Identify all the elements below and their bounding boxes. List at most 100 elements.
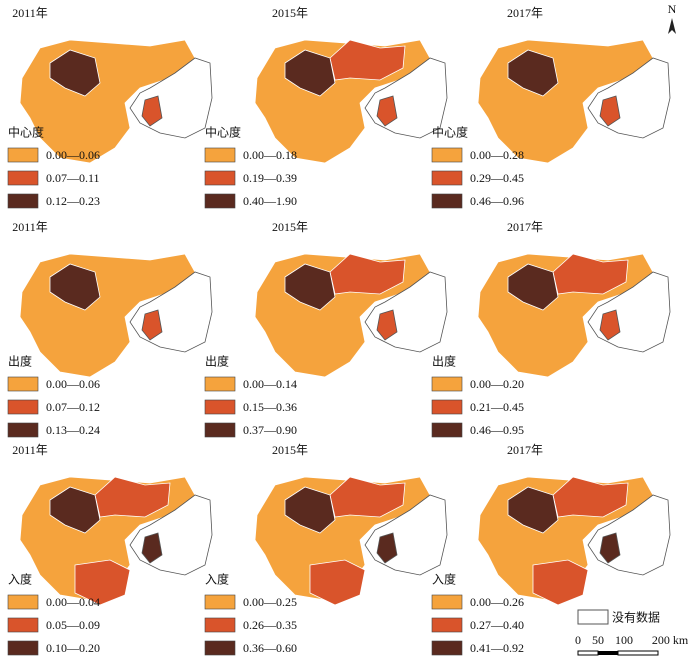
- legend-swatch: [7, 422, 39, 438]
- panel-year: 2011年: [12, 443, 48, 457]
- legend-title: 中心度: [205, 125, 241, 140]
- legend-label: 0.07—0.11: [46, 171, 100, 185]
- region-area: [329, 476, 406, 518]
- legend-swatch: [204, 594, 236, 610]
- region-area: [552, 253, 629, 295]
- no-data-label: 没有数据: [612, 610, 660, 625]
- region-area: [532, 559, 589, 606]
- legend-swatch: [431, 422, 463, 438]
- legend-label: 0.00—0.28: [470, 148, 524, 162]
- legend-label: 0.00—0.06: [46, 377, 100, 391]
- region-area: [376, 532, 398, 564]
- region-area: [507, 263, 559, 311]
- region-area: [507, 486, 559, 534]
- legend-swatch: [7, 399, 39, 415]
- legend-label: 0.29—0.45: [470, 171, 524, 185]
- scale-label: 50: [592, 633, 604, 647]
- legend-swatch: [7, 594, 39, 610]
- legend-title: 入度: [432, 572, 456, 587]
- panel-year: 2011年: [12, 220, 48, 234]
- legend-swatch: [204, 376, 236, 392]
- region-area: [94, 476, 171, 518]
- legend-label: 0.12—0.23: [46, 194, 100, 208]
- legend-swatch: [204, 170, 236, 186]
- legend-swatch: [7, 640, 39, 656]
- legend-title: 入度: [205, 572, 229, 587]
- legend-label: 0.41—0.92: [470, 641, 524, 655]
- legend-label: 0.26—0.35: [243, 618, 297, 632]
- region-area: [141, 95, 163, 127]
- legend-title: 出度: [432, 354, 456, 369]
- legend-label: 0.00—0.20: [470, 377, 524, 391]
- panel-year: 2017年: [507, 6, 543, 20]
- legend-label: 0.36—0.60: [243, 641, 297, 655]
- legend-label: 0.46—0.95: [470, 423, 524, 437]
- panel-year: 2011年: [12, 6, 48, 20]
- no-data-swatch: [577, 609, 609, 625]
- legend-swatch: [204, 640, 236, 656]
- legend-swatch: [204, 193, 236, 209]
- region-area: [376, 309, 398, 341]
- legend-swatch: [431, 170, 463, 186]
- legend-label: 0.00—0.25: [243, 595, 297, 609]
- legend-label: 0.00—0.26: [470, 595, 524, 609]
- legend-swatch: [7, 193, 39, 209]
- legend-label: 0.27—0.40: [470, 618, 524, 632]
- panel-year: 2015年: [272, 220, 308, 234]
- legend-swatch: [431, 640, 463, 656]
- legend-label: 0.00—0.14: [243, 377, 297, 391]
- legend-label: 0.00—0.06: [46, 148, 100, 162]
- panel-year: 2015年: [272, 443, 308, 457]
- legend-label: 0.37—0.90: [243, 423, 297, 437]
- legend-label: 0.07—0.12: [46, 400, 100, 414]
- legend-label: 0.46—0.96: [470, 194, 524, 208]
- scale-label: 100: [615, 633, 633, 647]
- legend-title: 出度: [205, 354, 229, 369]
- region-area: [284, 486, 336, 534]
- region-area: [552, 476, 629, 518]
- legend-swatch: [7, 376, 39, 392]
- legend-swatch: [7, 170, 39, 186]
- region-area: [329, 39, 406, 81]
- region-area: [49, 49, 101, 97]
- region-area: [329, 253, 406, 295]
- legend-swatch: [7, 617, 39, 633]
- legend-swatch: [431, 147, 463, 163]
- panel-year: 2015年: [272, 6, 308, 20]
- region-area: [599, 532, 621, 564]
- legend-title: 中心度: [8, 125, 44, 140]
- region-area: [141, 309, 163, 341]
- legend-label: 0.15—0.36: [243, 400, 297, 414]
- legend-title: 入度: [8, 572, 32, 587]
- region-area: [599, 95, 621, 127]
- region-area: [49, 263, 101, 311]
- legend-title: 出度: [8, 354, 32, 369]
- legend-label: 0.13—0.24: [46, 423, 100, 437]
- panel-year: 2017年: [507, 443, 543, 457]
- legend-swatch: [431, 399, 463, 415]
- legend-swatch: [431, 617, 463, 633]
- legend-label: 0.05—0.09: [46, 618, 100, 632]
- region-area: [284, 49, 336, 97]
- legend-swatch: [204, 147, 236, 163]
- panel-year: 2017年: [507, 220, 543, 234]
- legend-swatch: [204, 617, 236, 633]
- legend-swatch: [7, 147, 39, 163]
- region-area: [599, 309, 621, 341]
- scale-bar: [577, 650, 659, 656]
- legend-label: 0.19—0.39: [243, 171, 297, 185]
- legend-label: 0.40—1.90: [243, 194, 297, 208]
- region-area: [284, 263, 336, 311]
- legend-swatch: [204, 399, 236, 415]
- legend-swatch: [431, 594, 463, 610]
- scale-label: 200 km: [652, 633, 689, 647]
- legend-label: 0.21—0.45: [470, 400, 524, 414]
- legend-label: 0.10—0.20: [46, 641, 100, 655]
- legend-label: 0.00—0.04: [46, 595, 100, 609]
- legend-label: 0.00—0.18: [243, 148, 297, 162]
- region-area: [74, 559, 131, 606]
- legend-swatch: [204, 422, 236, 438]
- north-arrow: N: [668, 2, 677, 34]
- region-area: [141, 532, 163, 564]
- legend-swatch: [431, 193, 463, 209]
